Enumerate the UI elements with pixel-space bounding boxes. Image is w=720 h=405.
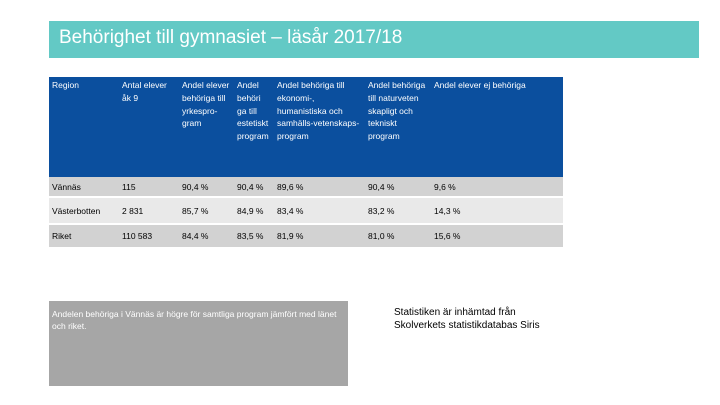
- cell-science-technology: 83,2 %: [365, 197, 431, 225]
- title-bar: Behörighet till gymnasiet – läsår 2017/1…: [49, 21, 699, 58]
- cell-region: Riket: [49, 224, 119, 249]
- cell-economics-humanities: 83,4 %: [274, 197, 365, 225]
- cell-region: Vännäs: [49, 177, 119, 198]
- cell-student-count: 110 583: [119, 224, 179, 249]
- note-text: Andelen behöriga i Vännäs är högre för s…: [52, 309, 337, 332]
- cell-not-eligible: 9,6 %: [431, 177, 563, 198]
- eligibility-table: Region Antal elever åk 9 Andel elever be…: [49, 77, 563, 249]
- cell-student-count: 2 831: [119, 197, 179, 225]
- cell-science-technology: 90,4 %: [365, 177, 431, 198]
- header-economics-humanities: Andel behöriga till ekonomi-, humanistis…: [274, 77, 365, 177]
- table-row: Riket 110 583 84,4 % 83,5 % 81,9 % 81,0 …: [49, 224, 563, 249]
- cell-vocational: 85,7 %: [179, 197, 234, 225]
- cell-not-eligible: 15,6 %: [431, 224, 563, 249]
- header-region: Region: [49, 77, 119, 177]
- cell-aesthetic: 84,9 %: [234, 197, 274, 225]
- table-row: Västerbotten 2 831 85,7 % 84,9 % 83,4 % …: [49, 197, 563, 225]
- table-header-row: Region Antal elever åk 9 Andel elever be…: [49, 77, 563, 177]
- cell-economics-humanities: 89,6 %: [274, 177, 365, 198]
- table-row: Vännäs 115 90,4 % 90,4 % 89,6 % 90,4 % 9…: [49, 177, 563, 198]
- cell-not-eligible: 14,3 %: [431, 197, 563, 225]
- cell-science-technology: 81,0 %: [365, 224, 431, 249]
- cell-student-count: 115: [119, 177, 179, 198]
- cell-aesthetic: 83,5 %: [234, 224, 274, 249]
- note-box: Andelen behöriga i Vännäs är högre för s…: [49, 301, 348, 386]
- header-not-eligible: Andel elever ej behöriga: [431, 77, 563, 177]
- cell-region: Västerbotten: [49, 197, 119, 225]
- header-vocational: Andel elever behöriga till yrkespro-gram: [179, 77, 234, 177]
- cell-aesthetic: 90,4 %: [234, 177, 274, 198]
- cell-vocational: 90,4 %: [179, 177, 234, 198]
- header-aesthetic: Andel behöri ga till estetiskt program: [234, 77, 274, 177]
- cell-economics-humanities: 81,9 %: [274, 224, 365, 249]
- source-note: Statistiken är inhämtad från Skolverkets…: [394, 307, 540, 331]
- cell-vocational: 84,4 %: [179, 224, 234, 249]
- page-title: Behörighet till gymnasiet – läsår 2017/1…: [59, 27, 403, 48]
- header-student-count: Antal elever åk 9: [119, 77, 179, 177]
- header-science-technology: Andel behöriga till naturveten skapligt …: [365, 77, 431, 177]
